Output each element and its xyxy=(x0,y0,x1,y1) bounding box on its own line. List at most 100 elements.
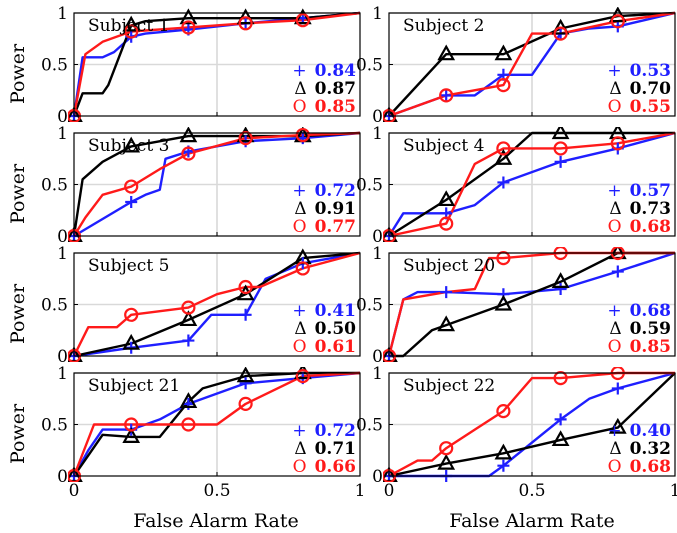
legend-symbol: O xyxy=(293,337,307,357)
legend-number: 0.72 xyxy=(315,421,356,441)
marker-triangle xyxy=(551,272,570,288)
y-tick-label: 1 xyxy=(372,4,383,24)
marker-circle xyxy=(124,307,139,322)
y-tick-label: 1 xyxy=(57,364,68,384)
x-tick-label: 0.5 xyxy=(518,481,545,501)
legend-number: 0.59 xyxy=(630,319,671,339)
legend-number: 0.66 xyxy=(315,457,356,477)
series-line-black xyxy=(388,372,676,478)
marker-circle xyxy=(238,396,253,411)
series-group xyxy=(68,367,361,482)
y-tick-label: 1 xyxy=(57,244,68,264)
marker-circle xyxy=(181,300,196,315)
marker-circle xyxy=(124,179,139,194)
legend-number: 0.53 xyxy=(630,61,671,81)
marker-triangle xyxy=(179,8,198,25)
y-tick-label: 1 xyxy=(372,244,383,264)
series-line-red xyxy=(72,371,361,477)
legend-value-red: O 0.55 xyxy=(608,97,671,117)
axes-box xyxy=(388,132,676,237)
marker-triangle xyxy=(236,8,255,25)
series-line-blue xyxy=(72,371,361,477)
axes-box xyxy=(73,252,361,357)
legend-number: 0.71 xyxy=(315,439,356,459)
legend-symbol: + xyxy=(607,181,621,201)
y-tick-label: 0.5 xyxy=(41,176,68,196)
series-line-black xyxy=(389,251,675,358)
marker-triangle xyxy=(551,127,570,140)
marker-circle xyxy=(238,16,253,31)
y-axis-label: Power xyxy=(7,163,29,224)
marker-triangle xyxy=(122,15,141,32)
series-line-black xyxy=(73,251,361,358)
y-tick-label: 0.5 xyxy=(41,56,68,76)
y-axis-label: Power xyxy=(7,43,29,104)
marker-circle xyxy=(295,127,310,143)
marker-plus xyxy=(611,265,624,278)
series-line-blue xyxy=(387,131,676,237)
marker-circle xyxy=(439,441,454,456)
series-line-red xyxy=(72,11,361,117)
y-tick-label: 0 xyxy=(372,347,383,367)
legend-value-black: Δ 0.71 xyxy=(294,439,356,459)
y-tick-label: 0 xyxy=(57,227,68,247)
marker-circle xyxy=(439,216,454,231)
marker-plus xyxy=(239,377,252,390)
marker-circle xyxy=(238,131,253,146)
legend-symbol: + xyxy=(607,301,621,321)
marker-circle xyxy=(439,88,454,103)
marker-circle xyxy=(553,371,568,386)
marker-triangle xyxy=(122,427,141,443)
marker-circle xyxy=(295,13,310,28)
marker-circle xyxy=(181,20,196,35)
series-line-red xyxy=(72,251,361,357)
panel-title: Subject 4 xyxy=(403,136,484,156)
legend-value-red: O 0.68 xyxy=(608,217,671,237)
legend-number: 0.85 xyxy=(630,337,671,357)
marker-plus xyxy=(182,334,195,347)
panel-title: Subject 2 xyxy=(403,16,484,36)
legend-number: 0.68 xyxy=(630,457,671,477)
series-group xyxy=(68,127,361,242)
legend-number: 0.73 xyxy=(630,199,671,219)
legend-value-black: Δ 0.50 xyxy=(294,319,356,339)
y-axis-label-row1: Power xyxy=(7,43,29,104)
marker-plus xyxy=(440,89,453,102)
legend-symbol: O xyxy=(293,217,307,237)
legend-value-blue: +0.72 xyxy=(292,421,356,441)
panel-title: Subject 22 xyxy=(403,376,495,396)
marker-triangle xyxy=(437,190,456,207)
marker-triangle xyxy=(236,127,255,143)
marker-plus xyxy=(554,155,567,168)
legend-value-blue: +0.40 xyxy=(607,421,671,441)
legend-symbol: O xyxy=(608,457,622,477)
marker-triangle xyxy=(122,136,141,153)
marker-triangle xyxy=(551,18,570,35)
series-line-blue xyxy=(73,131,361,238)
legend-value-blue: +0.41 xyxy=(292,301,356,321)
legend-symbol: Δ xyxy=(294,439,306,459)
legend-value-red: O 0.66 xyxy=(293,457,356,477)
marker-plus xyxy=(611,382,624,395)
panel-title: Subject 3 xyxy=(88,136,169,156)
marker-circle xyxy=(610,136,625,151)
legend-value-red: O 0.85 xyxy=(293,97,356,117)
legend-number: 0.70 xyxy=(630,79,672,99)
marker-circle xyxy=(610,14,625,29)
x-tick-label: 1 xyxy=(355,481,366,501)
axes-box xyxy=(388,252,676,357)
y-tick-label: 0.5 xyxy=(356,176,383,196)
marker-circle xyxy=(124,417,139,432)
legend-value-red: O 0.85 xyxy=(608,337,671,357)
marker-circle xyxy=(181,417,196,432)
marker-triangle xyxy=(494,294,513,311)
legend-number: 0.40 xyxy=(630,421,672,441)
legend-symbol: + xyxy=(292,301,306,321)
axes-box xyxy=(73,132,361,237)
x-tick-label: 0 xyxy=(69,481,80,501)
y-tick-label: 0 xyxy=(57,347,68,367)
